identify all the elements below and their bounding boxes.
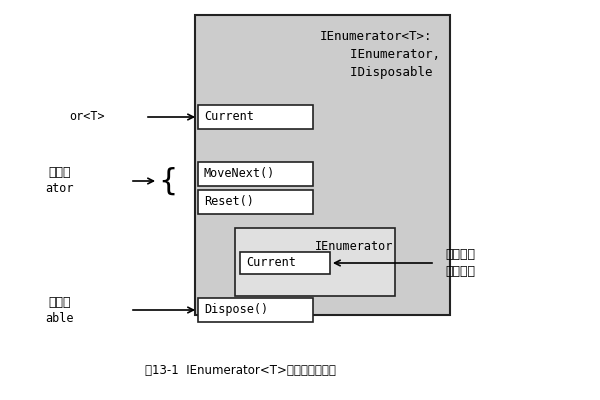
FancyBboxPatch shape: [198, 105, 313, 129]
FancyBboxPatch shape: [235, 228, 395, 296]
FancyBboxPatch shape: [198, 162, 313, 186]
Text: 这个版本
显式实现: 这个版本 显式实现: [445, 248, 475, 278]
FancyBboxPatch shape: [198, 298, 313, 322]
Text: IEnumerator: IEnumerator: [315, 240, 394, 253]
FancyBboxPatch shape: [198, 190, 313, 214]
Text: Reset(): Reset(): [204, 196, 254, 208]
Text: able: able: [46, 312, 74, 324]
Text: {: {: [158, 166, 178, 196]
Text: ator: ator: [46, 182, 74, 196]
Text: 去实现: 去实现: [49, 296, 71, 308]
Text: 去实现: 去实现: [49, 166, 71, 180]
Text: Current: Current: [204, 110, 254, 124]
Text: Current: Current: [246, 256, 296, 270]
Text: Dispose(): Dispose(): [204, 304, 268, 316]
FancyBboxPatch shape: [195, 15, 450, 315]
Text: or<T>: or<T>: [70, 110, 105, 124]
Text: 图13-1  IEnumerator<T>接口的内部结构: 图13-1 IEnumerator<T>接口的内部结构: [145, 364, 335, 376]
Text: MoveNext(): MoveNext(): [204, 168, 275, 180]
FancyBboxPatch shape: [240, 252, 330, 274]
Text: IEnumerator<T>:
    IEnumerator,
    IDisposable: IEnumerator<T>: IEnumerator, IDisposable: [320, 30, 440, 79]
